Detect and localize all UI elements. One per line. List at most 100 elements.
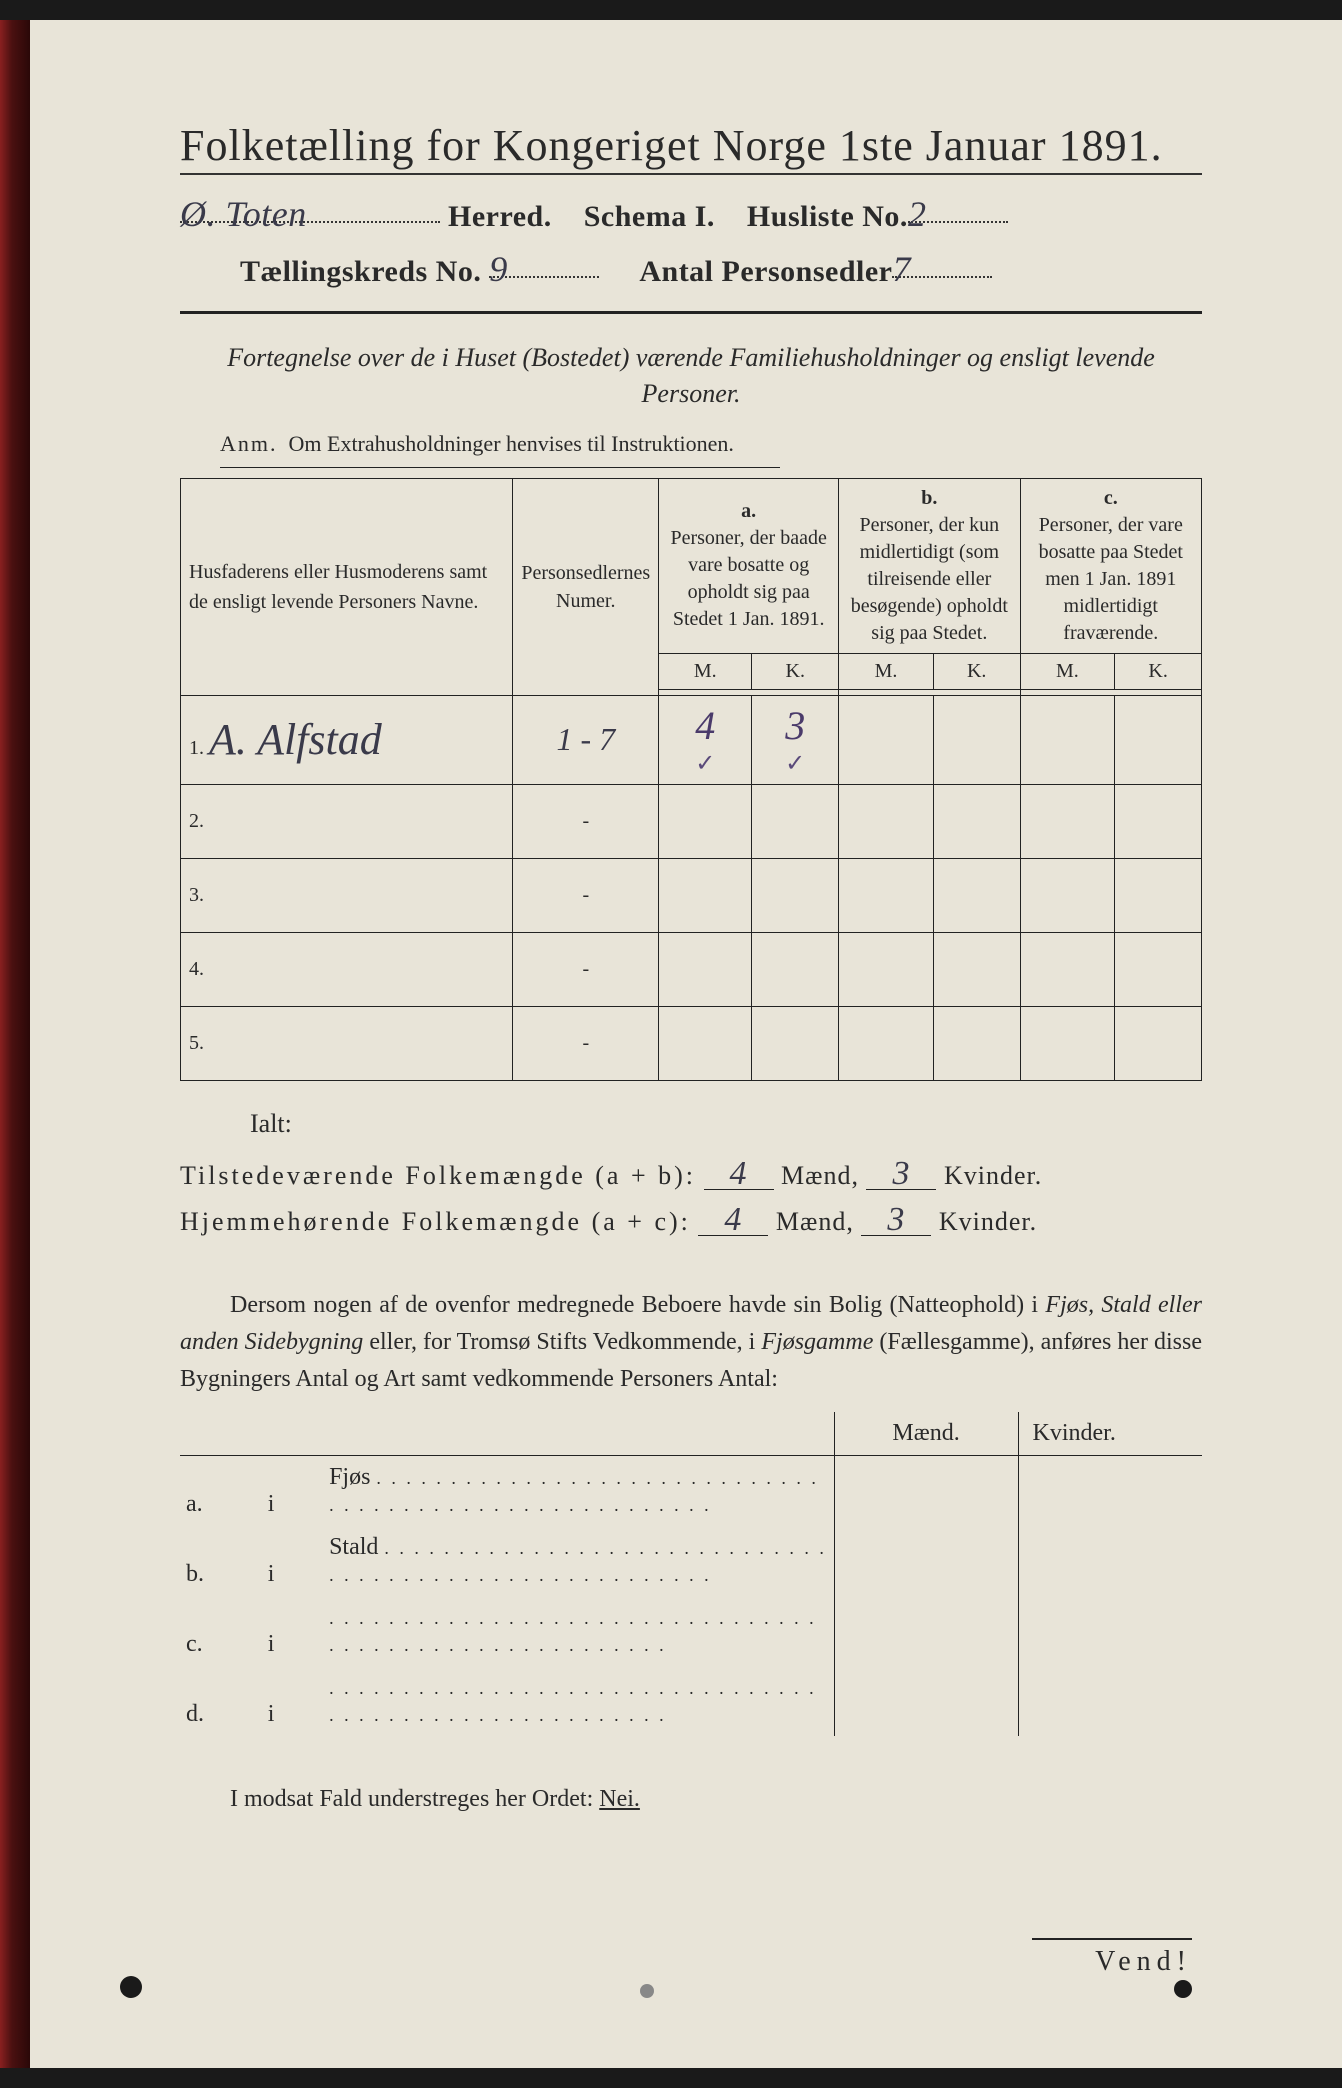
bldg-row: d. i xyxy=(180,1666,1202,1736)
totals-kvinder-1: Kvinder. xyxy=(944,1161,1042,1190)
c-k-head: K. xyxy=(1115,653,1202,689)
table-row: 4. - xyxy=(181,932,1202,1006)
bldg-row: c. i xyxy=(180,1596,1202,1666)
anm-label: Anm. xyxy=(220,431,278,456)
row5-num: 5. xyxy=(181,1006,513,1080)
totals-line-2: Hjemmehørende Folkemængde (a + c): 4 Mæn… xyxy=(180,1205,1202,1237)
anm-text: Om Extrahusholdninger henvises til Instr… xyxy=(289,431,734,456)
totals-block: Ialt: Tilstedeværende Folkemængde (a + b… xyxy=(180,1109,1202,1237)
husliste-label: Husliste No. xyxy=(747,200,908,233)
table-row: 3. - xyxy=(181,858,1202,932)
bldg-b-nametext: Stald xyxy=(329,1534,378,1560)
col-name-text: Husfaderens eller Husmoderens samt de en… xyxy=(189,561,487,613)
subtitle: Fortegnelse over de i Huset (Bostedet) v… xyxy=(180,340,1202,413)
row4-numer: - xyxy=(513,932,659,1006)
bldg-header: Mænd. Kvinder. xyxy=(180,1412,1202,1456)
bldg-row: a. i Fjøs xyxy=(180,1456,1202,1527)
schema-label: Schema I. xyxy=(584,200,715,233)
para-it2: Fjøsgamme xyxy=(761,1329,873,1355)
row1-a-k: 3 ✓ xyxy=(752,695,839,784)
row3-num: 3. xyxy=(181,858,513,932)
col-numer-header: Personsedlernes Numer. xyxy=(513,478,659,695)
row3-numer: - xyxy=(513,858,659,932)
main-table: Husfaderens eller Husmoderens samt de en… xyxy=(180,478,1202,1081)
divider xyxy=(180,311,1202,314)
building-table: Mænd. Kvinder. a. i Fjøs b. i Stald c. i… xyxy=(180,1412,1202,1736)
bldg-d-name xyxy=(323,1666,834,1736)
col-a-text: Personer, der baade vare bosatte og opho… xyxy=(667,525,830,633)
bldg-kvinder-head: Kvinder. xyxy=(1018,1412,1202,1456)
row1-a-m-check: ✓ xyxy=(667,749,743,778)
bldg-b-i: i xyxy=(262,1526,323,1596)
sedler-label: Antal Personsedler xyxy=(639,255,892,288)
ialt-label: Ialt: xyxy=(250,1109,1202,1139)
census-form-page: Folketælling for Kongeriget Norge 1ste J… xyxy=(0,20,1342,2068)
col-name-header: Husfaderens eller Husmoderens samt de en… xyxy=(181,478,513,695)
totals-l1-label: Tilstedeværende Folkemængde (a + b): xyxy=(180,1161,696,1190)
bldg-b-label: b. xyxy=(180,1526,262,1596)
totals-kvinder-2: Kvinder. xyxy=(939,1207,1037,1236)
col-c-text: Personer, der vare bosatte paa Stedet me… xyxy=(1029,512,1193,647)
row1-a-k-val: 3 xyxy=(760,702,830,749)
b-m-head: M. xyxy=(839,653,934,689)
row1-num: 1. xyxy=(189,737,204,759)
row1-numer: 1 - 7 xyxy=(513,695,659,784)
bldg-c-i: i xyxy=(262,1596,323,1666)
row1-a-k-check: ✓ xyxy=(760,749,830,778)
row1-label: 1. A. Alfstad xyxy=(181,695,513,784)
modsat-line: I modsat Fald understreges her Ordet: Ne… xyxy=(180,1786,1202,1813)
col-b-label: b. xyxy=(847,485,1011,512)
header-line-2: Tællingskreds No. 9 Antal Personsedler7 xyxy=(180,248,1202,289)
col-a-label: a. xyxy=(667,498,830,525)
row1-name: A. Alfstad xyxy=(209,715,382,764)
para-t2: eller, for Tromsø Stifts Vedkommende, i xyxy=(363,1329,761,1355)
bldg-b-name: Stald xyxy=(323,1526,834,1596)
row1-b-m xyxy=(839,695,934,784)
bldg-c-name xyxy=(323,1596,834,1666)
row5-numer: - xyxy=(513,1006,659,1080)
row1-c-k xyxy=(1115,695,1202,784)
row2-numer: - xyxy=(513,784,659,858)
totals-l2-m: 4 xyxy=(698,1205,768,1237)
vend-label: Vend! xyxy=(1032,1938,1192,1978)
a-k-head: K. xyxy=(752,653,839,689)
col-c-header: c. Personer, der vare bosatte paa Stedet… xyxy=(1020,478,1201,653)
table-row: 1. A. Alfstad 1 - 7 4 ✓ 3 ✓ xyxy=(181,695,1202,784)
herred-value: Ø. Toten xyxy=(180,194,307,234)
row1-c-m xyxy=(1020,695,1115,784)
bldg-d-i: i xyxy=(262,1666,323,1736)
sedler-value: 7 xyxy=(892,249,911,289)
table-row: 2. - xyxy=(181,784,1202,858)
col-a-header: a. Personer, der baade vare bosatte og o… xyxy=(659,478,839,653)
para-t1: Dersom nogen af de ovenfor medregnede Be… xyxy=(230,1292,1045,1318)
husliste-value: 2 xyxy=(908,194,927,234)
row1-b-k xyxy=(933,695,1020,784)
header-line-1: Ø. Toten Herred. Schema I. Husliste No.2 xyxy=(180,193,1202,234)
col-c-label: c. xyxy=(1029,485,1193,512)
anm-note: Anm. Om Extrahusholdninger henvises til … xyxy=(220,431,1202,457)
bldg-c-label: c. xyxy=(180,1596,262,1666)
punch-hole-icon xyxy=(120,1976,142,1998)
col-b-header: b. Personer, der kun midlertidigt (som t… xyxy=(839,478,1020,653)
table-header-row-1: Husfaderens eller Husmoderens samt de en… xyxy=(181,478,1202,653)
anm-underline xyxy=(220,467,780,468)
bldg-a-i: i xyxy=(262,1456,323,1527)
totals-l1-k: 3 xyxy=(866,1159,936,1191)
row1-a-m: 4 ✓ xyxy=(659,695,752,784)
row4-num: 4. xyxy=(181,932,513,1006)
kreds-value: 9 xyxy=(489,249,508,289)
b-k-head: K. xyxy=(933,653,1020,689)
row1-a-m-val: 4 xyxy=(667,702,743,749)
a-m-head: M. xyxy=(659,653,752,689)
totals-l2-label: Hjemmehørende Folkemængde (a + c): xyxy=(180,1207,691,1236)
punch-hole-icon xyxy=(640,1984,654,1998)
page-title: Folketælling for Kongeriget Norge 1ste J… xyxy=(180,120,1202,175)
bldg-a-nametext: Fjøs xyxy=(329,1464,370,1490)
totals-maend-1: Mænd, xyxy=(781,1161,859,1190)
totals-l2-k: 3 xyxy=(861,1205,931,1237)
bldg-maend-head: Mænd. xyxy=(834,1412,1018,1456)
bldg-a-label: a. xyxy=(180,1456,262,1527)
kreds-label: Tællingskreds No. xyxy=(240,255,481,288)
bldg-d-label: d. xyxy=(180,1666,262,1736)
totals-l1-m: 4 xyxy=(704,1159,774,1191)
